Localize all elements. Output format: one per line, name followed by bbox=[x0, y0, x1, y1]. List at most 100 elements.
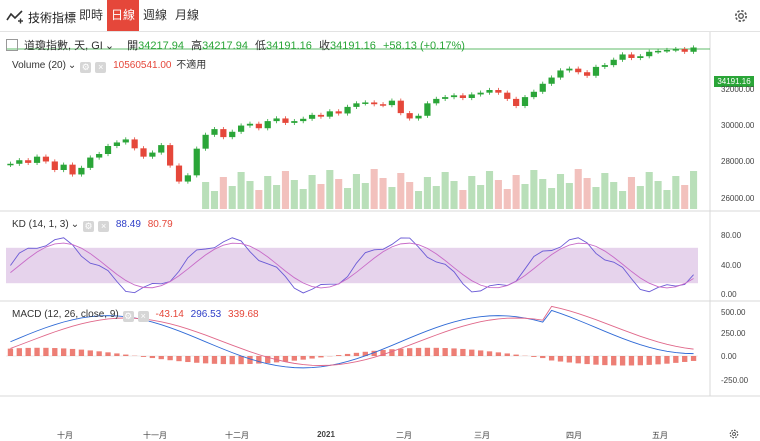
macd-hist-bar bbox=[513, 355, 518, 356]
macd-hist-bar bbox=[540, 356, 545, 358]
gear-icon[interactable] bbox=[727, 428, 741, 440]
candle bbox=[309, 115, 315, 119]
volume-label[interactable]: Volume (20) bbox=[12, 60, 66, 71]
volume-bar bbox=[424, 177, 431, 209]
volume-bar bbox=[371, 169, 378, 209]
candle bbox=[132, 139, 138, 148]
macd-signal-value: 339.68 bbox=[228, 309, 259, 320]
candle bbox=[7, 164, 13, 166]
volume-bar bbox=[690, 171, 697, 209]
close-icon[interactable]: × bbox=[98, 221, 109, 232]
volume-bar bbox=[601, 173, 608, 209]
candle bbox=[318, 115, 324, 117]
expand-icon[interactable] bbox=[6, 39, 18, 51]
volume-bar bbox=[663, 190, 670, 209]
tab-daily[interactable]: 日線 bbox=[107, 0, 139, 31]
macd-hist-bar bbox=[150, 356, 155, 358]
macd-hist-bar bbox=[123, 355, 128, 356]
macd-hist-bar bbox=[194, 356, 199, 363]
candle bbox=[478, 93, 484, 95]
gear-icon[interactable] bbox=[733, 8, 749, 24]
tab-realtime[interactable]: 即時 bbox=[77, 0, 105, 31]
macd-hist-bar bbox=[425, 348, 430, 356]
kd-k-value: 88.49 bbox=[116, 219, 141, 230]
macd-label[interactable]: MACD (12, 26, close, 9) bbox=[12, 309, 119, 320]
candle bbox=[353, 103, 359, 107]
volume-bar bbox=[495, 180, 502, 209]
macd-hist-bar bbox=[96, 351, 101, 356]
close-icon[interactable]: × bbox=[138, 311, 149, 322]
candle bbox=[105, 146, 111, 154]
price-tick: 30000.00 bbox=[721, 121, 754, 130]
kd-tick: 40.00 bbox=[721, 261, 741, 270]
macd-hist-bar bbox=[88, 350, 93, 356]
macd-tick: 250.00 bbox=[721, 329, 745, 338]
macd-hist-bar bbox=[655, 356, 660, 364]
volume-bar bbox=[592, 187, 599, 209]
candle bbox=[460, 95, 466, 98]
tab-monthly[interactable]: 月線 bbox=[173, 0, 201, 31]
chevron-down-icon[interactable]: ⌄ bbox=[71, 219, 79, 230]
macd-hist-bar bbox=[309, 356, 314, 359]
candle bbox=[336, 111, 342, 113]
candle bbox=[203, 135, 209, 149]
price-pane-legend: 道瓊指數, 天, GI⌄ 開34217.94 高34217.94 低34191.… bbox=[6, 37, 465, 53]
macd-hist-bar bbox=[487, 351, 492, 356]
volume-bar bbox=[273, 185, 280, 209]
macd-hist-bar bbox=[584, 356, 589, 364]
volume-bar bbox=[246, 181, 253, 209]
candle bbox=[522, 97, 528, 106]
volume-bar bbox=[504, 189, 511, 209]
macd-hist-bar bbox=[70, 349, 75, 356]
macd-hist-bar bbox=[682, 356, 687, 362]
candle bbox=[398, 101, 404, 113]
change-value: +58.13 (+0.17%) bbox=[383, 40, 465, 52]
chevron-down-icon[interactable]: ⌄ bbox=[68, 60, 76, 71]
volume-bar bbox=[646, 172, 653, 209]
x-axis-label: 五月 bbox=[652, 430, 668, 441]
x-axis-label: 十二月 bbox=[225, 430, 249, 441]
volume-bar bbox=[628, 177, 635, 209]
volume-bar bbox=[637, 186, 644, 209]
macd-hist-bar bbox=[531, 356, 536, 357]
macd-hist-bar bbox=[34, 348, 39, 356]
volume-bar bbox=[291, 180, 298, 209]
candle bbox=[513, 99, 519, 106]
close-icon[interactable]: × bbox=[95, 62, 106, 73]
settings-icon[interactable]: ⚙ bbox=[80, 62, 91, 73]
chevron-down-icon[interactable]: ⌄ bbox=[105, 40, 114, 52]
tab-weekly[interactable]: 週線 bbox=[141, 0, 169, 31]
candle bbox=[327, 111, 333, 116]
macd-hist-bar bbox=[354, 353, 359, 356]
macd-hist-bar bbox=[647, 356, 652, 365]
close-label: 收 bbox=[319, 40, 330, 52]
volume-bar bbox=[530, 170, 537, 209]
volume-bar bbox=[681, 185, 688, 209]
macd-hist-bar bbox=[221, 356, 226, 364]
kd-label[interactable]: KD (14, 1, 3) bbox=[12, 219, 69, 230]
volume-bar bbox=[575, 169, 582, 209]
volume-bar bbox=[655, 181, 662, 209]
macd-hist-bar bbox=[114, 353, 119, 356]
indicator-icon bbox=[6, 8, 24, 24]
settings-icon[interactable]: ⚙ bbox=[123, 311, 134, 322]
macd-hist-bar bbox=[203, 356, 208, 363]
candle bbox=[690, 47, 696, 51]
volume-bar bbox=[619, 191, 626, 209]
candle bbox=[96, 154, 102, 158]
macd-hist-bar bbox=[318, 356, 323, 357]
candle bbox=[229, 132, 235, 137]
symbol-name[interactable]: 道瓊指數, 天, GI bbox=[24, 40, 103, 52]
volume-bar bbox=[282, 171, 289, 209]
candle bbox=[16, 160, 22, 164]
candle bbox=[655, 51, 661, 53]
volume-bar bbox=[486, 171, 493, 209]
macd-hist-bar bbox=[292, 356, 297, 361]
macd-hist-bar bbox=[664, 356, 669, 364]
candle bbox=[531, 92, 537, 97]
macd-hist-bar bbox=[176, 356, 181, 361]
macd-hist-bar bbox=[638, 356, 643, 365]
candle bbox=[362, 102, 368, 104]
settings-icon[interactable]: ⚙ bbox=[83, 221, 94, 232]
x-axis-label: 三月 bbox=[474, 430, 490, 441]
